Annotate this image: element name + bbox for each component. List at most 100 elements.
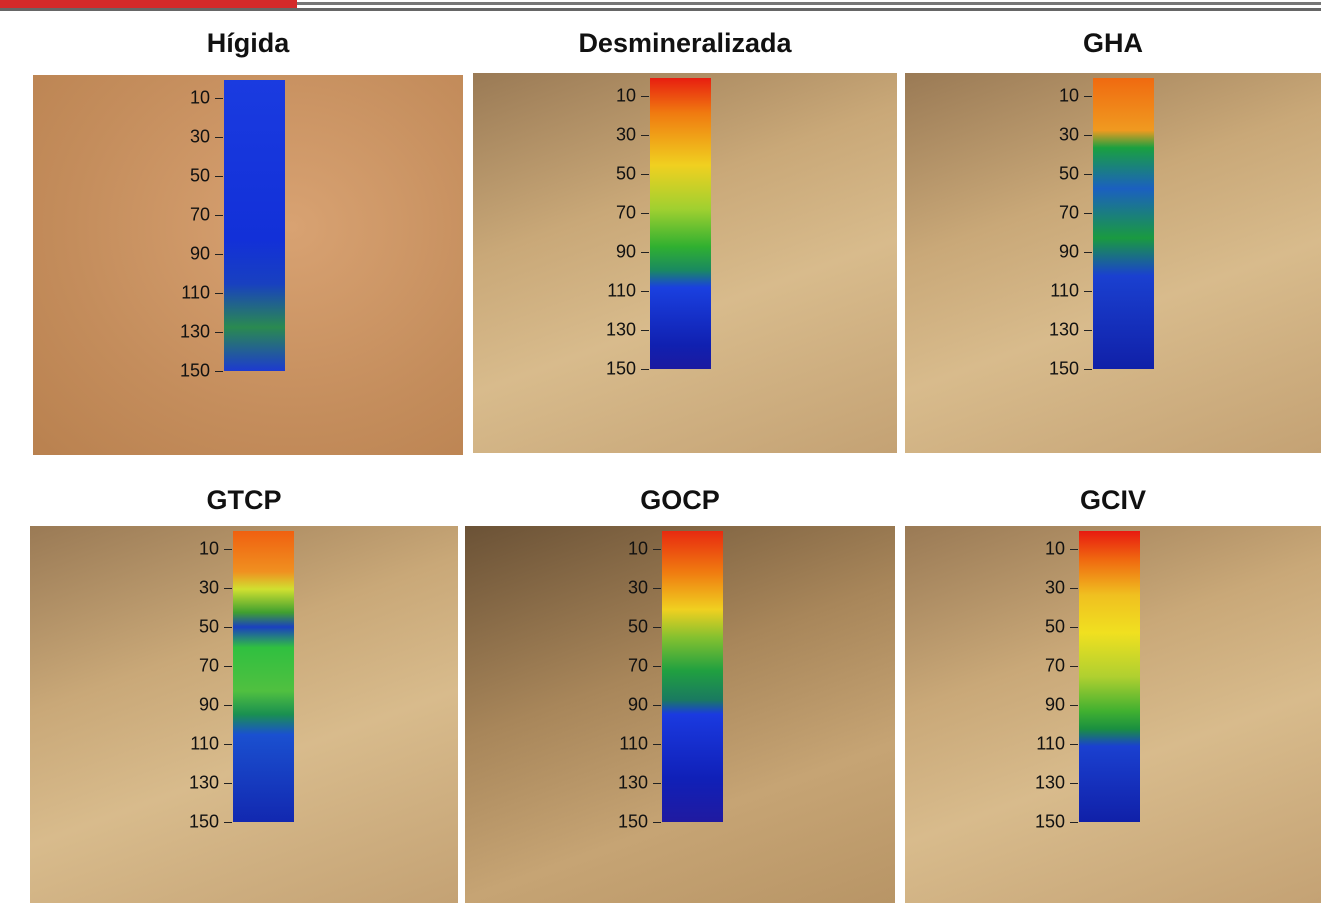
depth-tick-label: 50 xyxy=(169,616,219,637)
depth-tick-label: 30 xyxy=(160,126,210,147)
tick-mark xyxy=(1084,174,1092,175)
tick-mark xyxy=(1084,291,1092,292)
depth-tick-label: 30 xyxy=(169,577,219,598)
depth-tick-label: 30 xyxy=(598,577,648,598)
depth-tick-label: 130 xyxy=(169,772,219,793)
tick-mark xyxy=(1070,822,1078,823)
depth-tick-label: 150 xyxy=(160,360,210,381)
tick-mark xyxy=(224,549,232,550)
depth-tick-label: 70 xyxy=(598,655,648,676)
tick-mark xyxy=(641,96,649,97)
depth-tick-label: 130 xyxy=(160,321,210,342)
panel-title: GCIV xyxy=(905,485,1321,516)
depth-tick-label: 90 xyxy=(586,241,636,262)
tick-mark xyxy=(1084,96,1092,97)
panel-title: GHA xyxy=(905,28,1321,59)
depth-tick-label: 90 xyxy=(1029,241,1079,262)
depth-color-strip xyxy=(224,80,285,371)
depth-tick-label: 10 xyxy=(586,85,636,106)
panel-title: GOCP xyxy=(465,485,895,516)
tick-mark xyxy=(224,666,232,667)
depth-tick-label: 70 xyxy=(1015,655,1065,676)
depth-tick-label: 50 xyxy=(598,616,648,637)
depth-tick-label: 90 xyxy=(598,694,648,715)
tick-mark xyxy=(653,549,661,550)
depth-tick-label: 130 xyxy=(598,772,648,793)
depth-tick-label: 30 xyxy=(1029,124,1079,145)
tick-mark xyxy=(641,252,649,253)
tick-mark xyxy=(653,744,661,745)
depth-tick-label: 10 xyxy=(1015,538,1065,559)
depth-tick-label: 150 xyxy=(586,358,636,379)
depth-tick-label: 130 xyxy=(1029,319,1079,340)
tick-mark xyxy=(653,588,661,589)
tick-mark xyxy=(215,176,223,177)
tick-mark xyxy=(215,332,223,333)
tick-mark xyxy=(1084,252,1092,253)
tick-mark xyxy=(1070,627,1078,628)
panel-title: Desmineralizada xyxy=(473,28,897,59)
depth-tick-label: 150 xyxy=(1015,811,1065,832)
page: Hígida 10 30 50 70 90 110 130 150 Desmineralizada… xyxy=(0,0,1321,904)
depth-tick-label: 110 xyxy=(1015,733,1065,754)
depth-color-strip xyxy=(1093,78,1154,369)
tick-mark xyxy=(215,254,223,255)
panel-title: Hígida xyxy=(33,28,463,59)
tick-mark xyxy=(1070,666,1078,667)
depth-tick-label: 50 xyxy=(586,163,636,184)
tick-mark xyxy=(641,213,649,214)
tick-mark xyxy=(224,744,232,745)
tick-mark xyxy=(224,627,232,628)
panel-title: GTCP xyxy=(30,485,458,516)
tick-mark xyxy=(1070,549,1078,550)
depth-tick-label: 50 xyxy=(1029,163,1079,184)
depth-tick-label: 30 xyxy=(1015,577,1065,598)
depth-tick-label: 150 xyxy=(169,811,219,832)
depth-tick-label: 130 xyxy=(1015,772,1065,793)
depth-tick-label: 10 xyxy=(169,538,219,559)
depth-tick-label: 110 xyxy=(169,733,219,754)
depth-tick-label: 70 xyxy=(160,204,210,225)
tick-mark xyxy=(641,369,649,370)
tick-mark xyxy=(653,705,661,706)
tick-mark xyxy=(224,705,232,706)
tick-mark xyxy=(215,293,223,294)
depth-tick-label: 110 xyxy=(1029,280,1079,301)
depth-tick-label: 90 xyxy=(169,694,219,715)
tick-mark xyxy=(215,371,223,372)
micrograph: 10 30 50 70 90 110 130 150 xyxy=(30,526,458,903)
tick-mark xyxy=(224,783,232,784)
depth-tick-label: 70 xyxy=(586,202,636,223)
tick-mark xyxy=(215,215,223,216)
depth-tick-label: 90 xyxy=(160,243,210,264)
depth-tick-label: 150 xyxy=(1029,358,1079,379)
tick-mark xyxy=(215,98,223,99)
tick-mark xyxy=(641,291,649,292)
tick-mark xyxy=(1084,330,1092,331)
tick-mark xyxy=(224,588,232,589)
depth-tick-label: 10 xyxy=(598,538,648,559)
depth-tick-label: 70 xyxy=(169,655,219,676)
depth-color-strip xyxy=(650,78,711,369)
tick-mark xyxy=(1070,744,1078,745)
tick-mark xyxy=(641,330,649,331)
tick-mark xyxy=(224,822,232,823)
tick-mark xyxy=(653,627,661,628)
top-bar xyxy=(0,0,1321,14)
tick-mark xyxy=(641,135,649,136)
depth-tick-label: 130 xyxy=(586,319,636,340)
depth-tick-label: 50 xyxy=(160,165,210,186)
tick-mark xyxy=(1070,705,1078,706)
depth-tick-label: 150 xyxy=(598,811,648,832)
tick-mark xyxy=(653,783,661,784)
tick-mark xyxy=(653,822,661,823)
